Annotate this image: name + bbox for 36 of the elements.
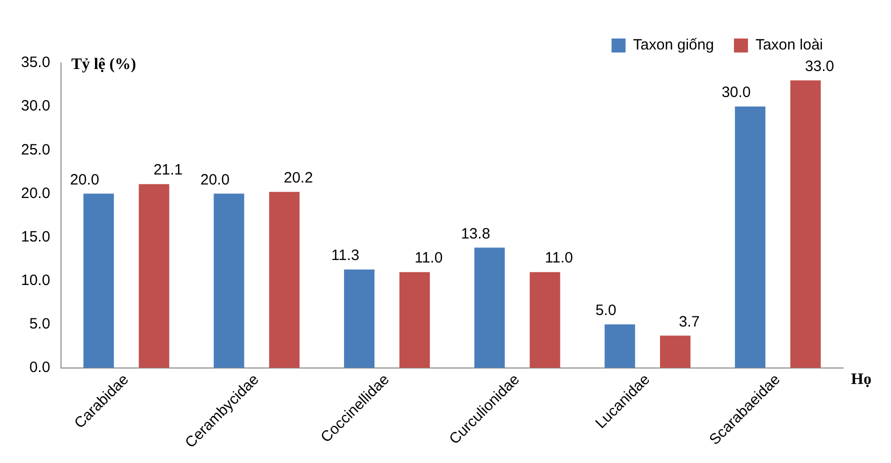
y-tick-label: 35.0	[20, 54, 50, 72]
bar	[734, 106, 766, 368]
data-label: 30.0	[722, 84, 751, 102]
data-label: 21.1	[153, 162, 183, 179]
data-label: 11.3	[331, 247, 360, 264]
x-axis-title: Họ	[851, 371, 872, 388]
bar	[604, 324, 636, 368]
data-label: 13.8	[460, 225, 490, 242]
legend-label: Taxon loài	[755, 36, 824, 54]
bar	[399, 272, 430, 368]
data-label: 20.0	[70, 171, 100, 188]
bar	[138, 184, 170, 368]
legend-label: Taxon giống	[633, 36, 714, 54]
y-axis-title: Tỷ lệ (%)	[71, 56, 136, 74]
data-label: 20.0	[200, 171, 230, 188]
bar	[83, 194, 114, 368]
data-label: 3.7	[678, 313, 700, 330]
y-tick-label: 15.0	[20, 228, 50, 246]
y-tick-label: 5.0	[29, 315, 50, 332]
data-label: 11.0	[414, 250, 443, 267]
y-tick-label: 25.0	[20, 141, 50, 158]
bar	[269, 192, 300, 368]
data-label: 33.0	[804, 58, 834, 76]
bar	[790, 80, 821, 368]
y-tick-label: 10.0	[20, 272, 50, 289]
data-label: 20.2	[284, 170, 313, 187]
bar	[344, 269, 374, 368]
data-label: 5.0	[595, 302, 616, 319]
y-tick-label: 30.0	[20, 98, 50, 115]
bar	[214, 194, 244, 368]
bar	[530, 272, 560, 368]
y-tick-label: 20.0	[20, 184, 50, 202]
bar	[660, 336, 690, 368]
bar	[474, 248, 505, 368]
data-label: 11.0	[544, 250, 573, 267]
y-tick-label: 0.0	[29, 359, 50, 376]
